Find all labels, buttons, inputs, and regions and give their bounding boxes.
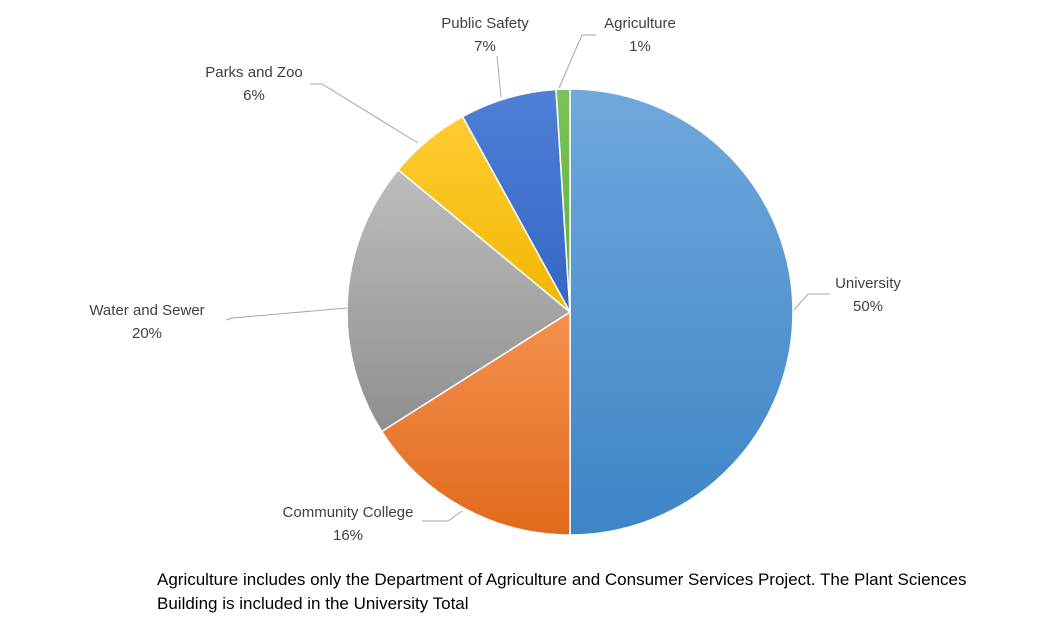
slice-label-public-safety: Public Safety	[441, 15, 529, 32]
pie-slice-water-and-sewer	[346, 168, 572, 433]
chart-footnote: Agriculture includes only the Department…	[157, 570, 967, 613]
slice-value-public-safety: 7%	[474, 38, 496, 55]
slice-label-university: University	[835, 275, 901, 292]
slice-value-water-and-sewer: 20%	[132, 325, 162, 342]
slice-label-community-college: Community College	[283, 504, 414, 521]
leader-line-public-safety	[496, 55, 502, 98]
pie-chart: University 50% Community College 16% Water a…	[89, 15, 901, 544]
pie-slice-community-college	[380, 310, 571, 536]
pie-slice-university	[569, 88, 794, 536]
slice-label-agriculture: Agriculture	[604, 15, 676, 32]
leader-line-university	[793, 293, 830, 311]
slice-value-agriculture: 1%	[629, 38, 651, 55]
leader-line-water-and-sewer	[225, 307, 348, 321]
slice-value-university: 50%	[853, 298, 883, 315]
leader-line-community-college	[422, 510, 463, 522]
pie-slice-agriculture	[555, 88, 571, 313]
slice-label-water-and-sewer: Water and Sewer	[89, 302, 204, 319]
leader-line-agriculture	[558, 34, 596, 89]
slice-labels: University 50% Community College 16% Water a…	[89, 15, 901, 544]
leader-line-parks-and-zoo	[310, 83, 419, 144]
slices-layer	[346, 88, 794, 536]
slice-value-community-college: 16%	[333, 527, 363, 544]
slice-value-parks-and-zoo: 6%	[243, 87, 265, 104]
leader-lines	[225, 34, 830, 522]
slice-label-parks-and-zoo: Parks and Zoo	[205, 64, 303, 81]
